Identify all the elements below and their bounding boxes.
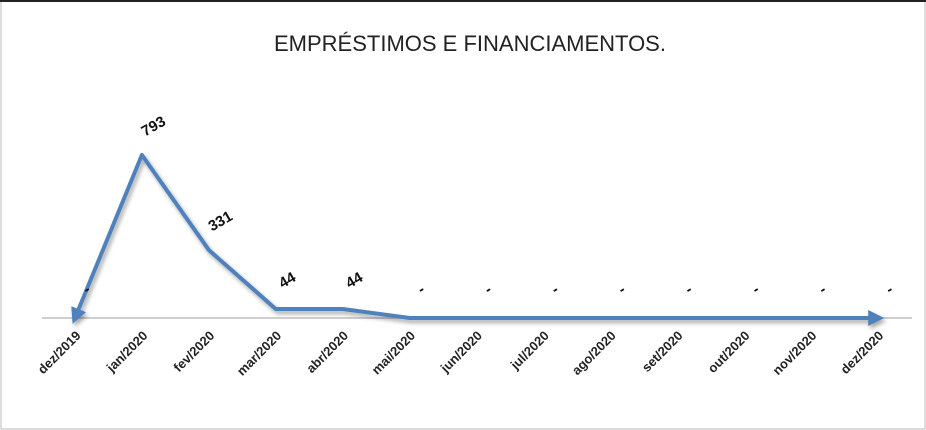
data-line [71, 153, 885, 326]
data-label: 44 [343, 269, 367, 292]
chart-title: EMPRÉSTIMOS E FINANCIAMENTOS. [274, 31, 666, 56]
data-label: 44 [276, 269, 300, 292]
